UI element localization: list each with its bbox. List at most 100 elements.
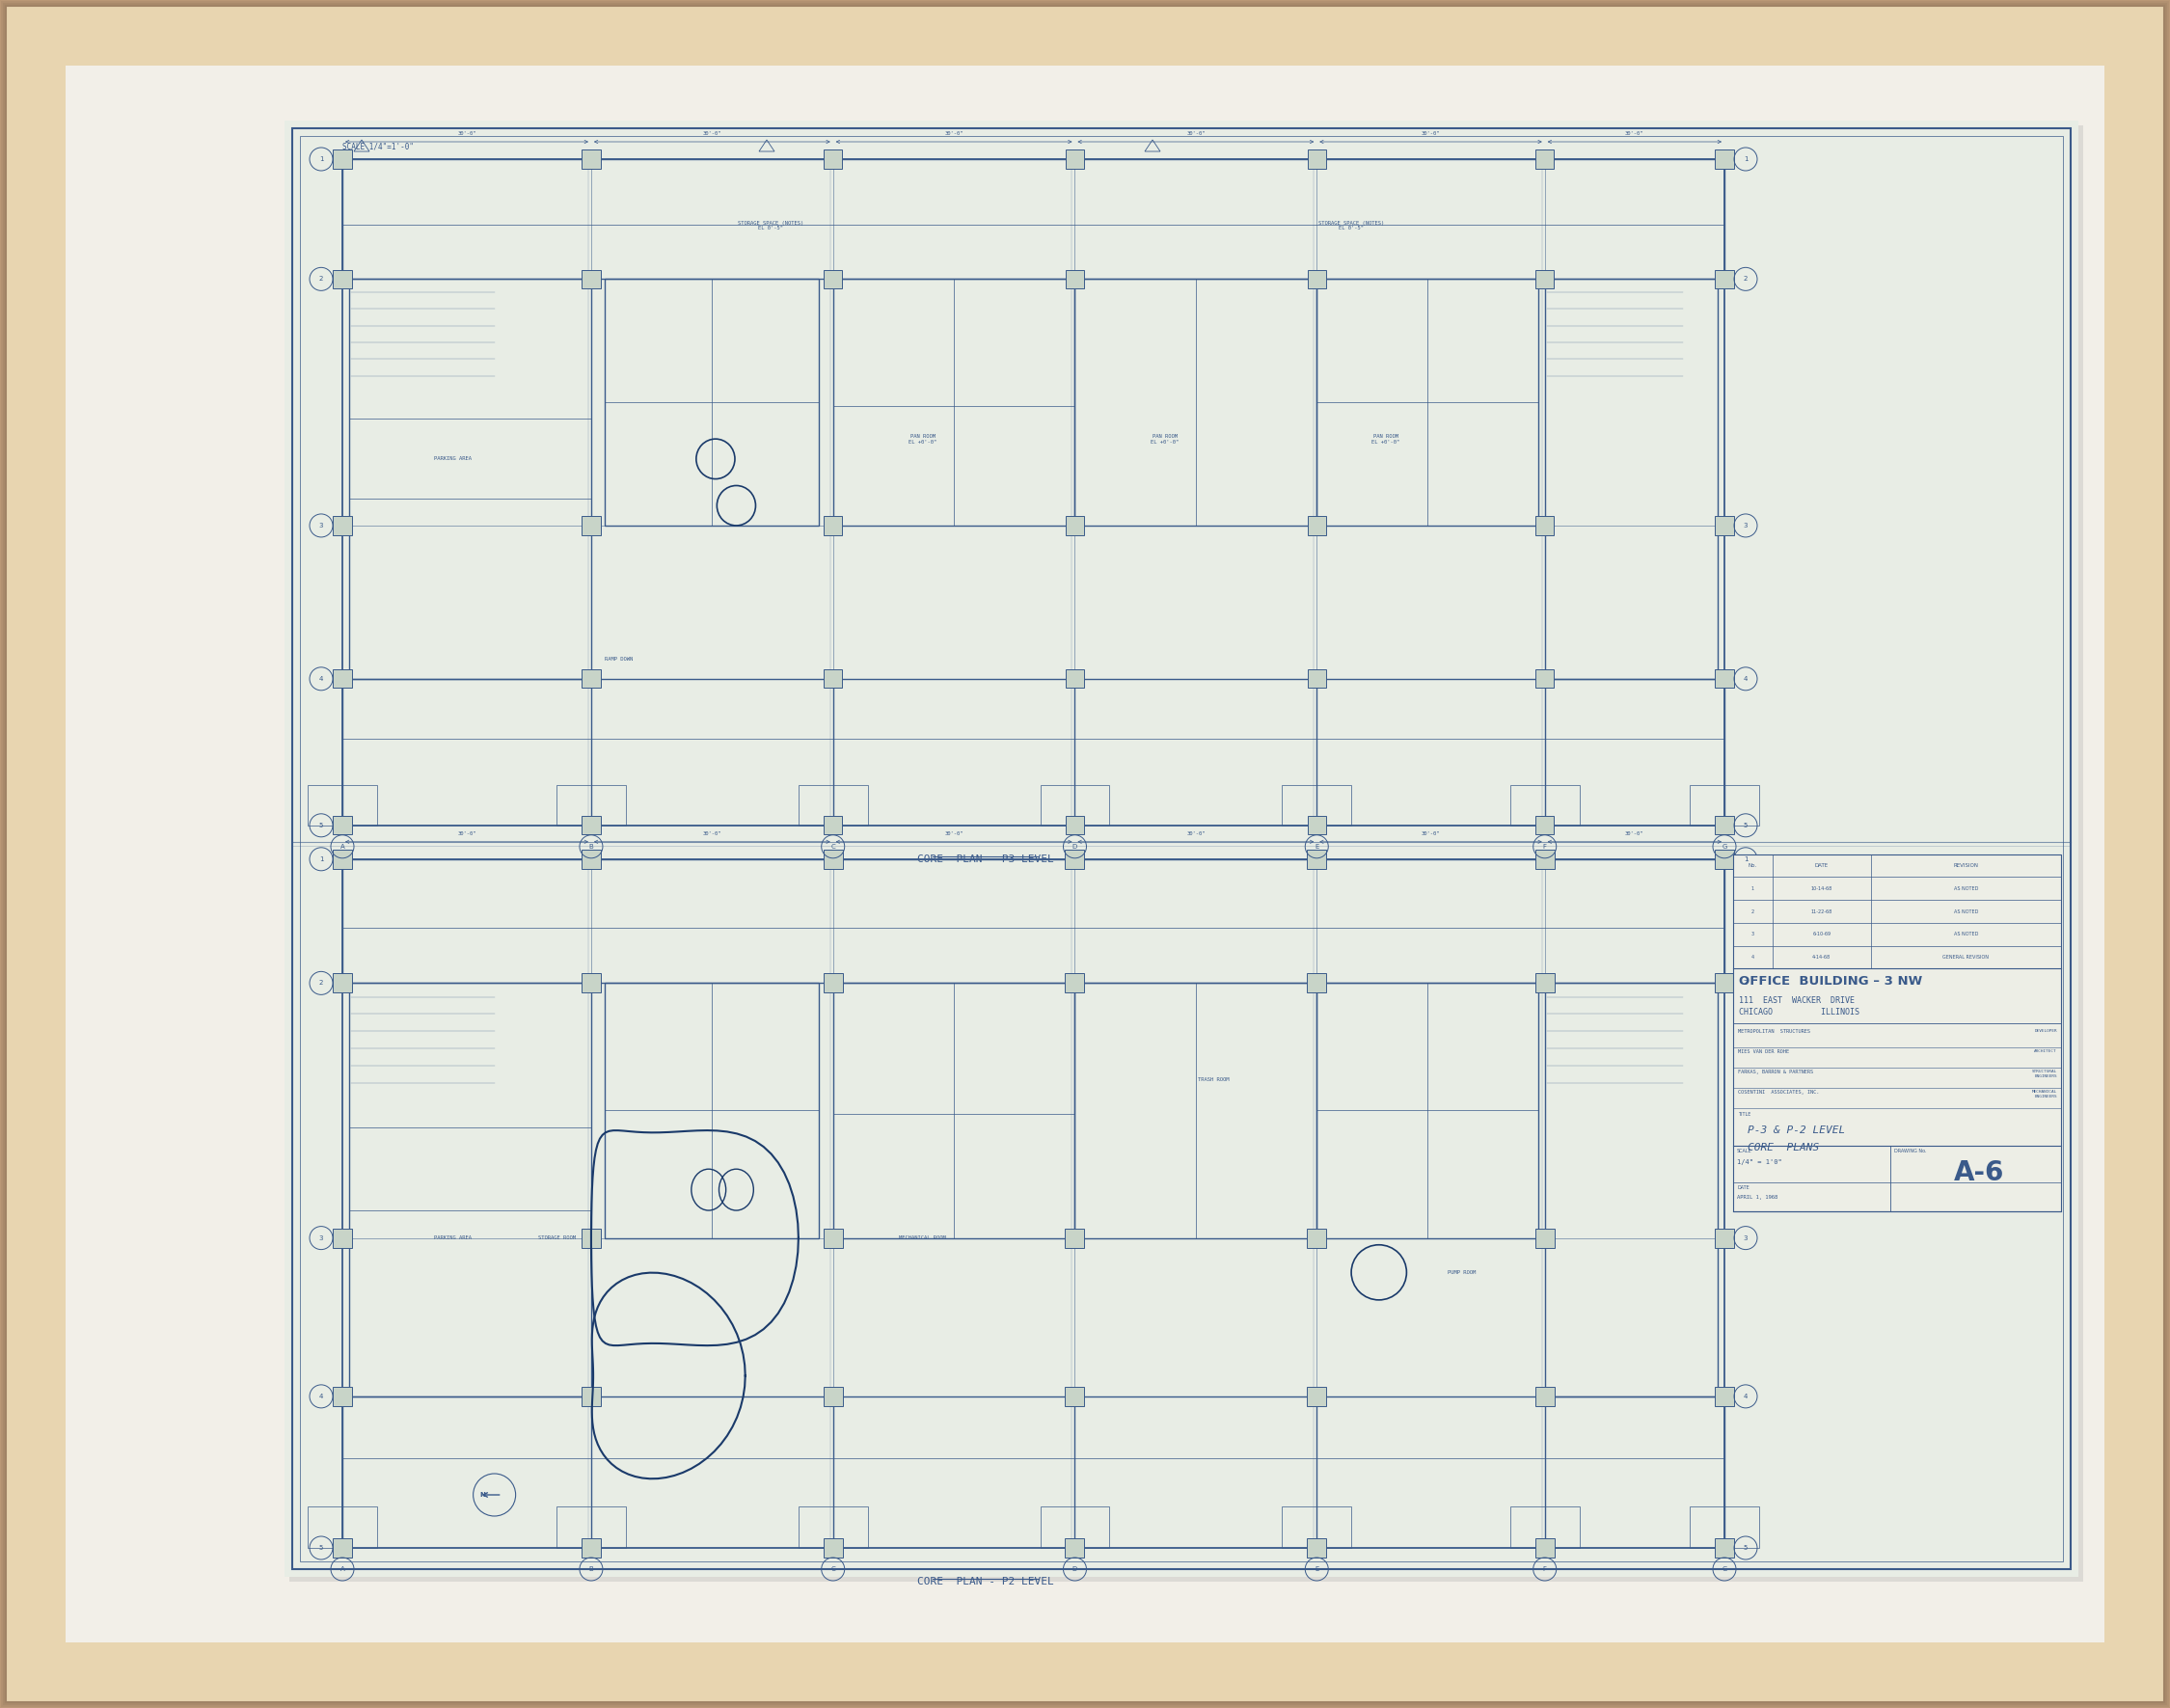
Text: 3: 3 xyxy=(1751,933,1753,936)
Text: 5: 5 xyxy=(319,1546,323,1551)
Text: 2: 2 xyxy=(1743,980,1747,986)
Bar xyxy=(1714,150,1734,169)
Bar xyxy=(1039,786,1109,825)
Text: MECHANICAL ROOM: MECHANICAL ROOM xyxy=(898,1235,946,1240)
Bar xyxy=(605,278,820,526)
Text: MIES VAN DER ROHE: MIES VAN DER ROHE xyxy=(1738,1049,1788,1054)
Bar xyxy=(1714,1228,1734,1247)
Text: 30'-0": 30'-0" xyxy=(1187,832,1204,835)
Text: STORAGE SPACE (NOTES)
EL 0'-5": STORAGE SPACE (NOTES) EL 0'-5" xyxy=(738,220,803,231)
Bar xyxy=(308,1506,378,1547)
Bar xyxy=(1065,670,1085,688)
Text: STORAGE SPACE (NOTES)
EL 0'-5": STORAGE SPACE (NOTES) EL 0'-5" xyxy=(1319,220,1384,231)
Bar xyxy=(822,1228,842,1247)
Text: ARCHITECT: ARCHITECT xyxy=(2035,1049,2057,1054)
Text: RAMP DOWN: RAMP DOWN xyxy=(605,656,634,661)
Text: REVISION: REVISION xyxy=(1953,863,1979,868)
Text: AS NOTED: AS NOTED xyxy=(1953,909,1979,914)
Text: 30'-0": 30'-0" xyxy=(458,832,475,835)
Bar xyxy=(343,859,1725,984)
Bar xyxy=(349,984,590,1397)
Bar xyxy=(289,125,2083,1582)
Bar xyxy=(1536,516,1554,535)
Bar xyxy=(1714,516,1734,535)
Bar xyxy=(1282,1506,1352,1547)
Text: 4: 4 xyxy=(1743,1394,1747,1399)
Text: METROPOLITAN  STRUCTURES: METROPOLITAN STRUCTURES xyxy=(1738,1030,1810,1033)
Text: 4: 4 xyxy=(1743,676,1747,681)
Bar xyxy=(332,1539,352,1558)
Text: 30'-0": 30'-0" xyxy=(703,132,720,137)
Bar xyxy=(349,278,590,678)
Bar xyxy=(825,816,842,835)
Text: D: D xyxy=(1072,844,1076,849)
Bar xyxy=(1065,974,1085,992)
Text: OFFICE  BUILDING – 3 NW: OFFICE BUILDING – 3 NW xyxy=(1738,975,1923,987)
Bar xyxy=(582,270,601,289)
Bar xyxy=(825,670,842,688)
Bar xyxy=(332,1387,352,1406)
Bar xyxy=(582,150,601,169)
Text: 30'-0": 30'-0" xyxy=(944,832,963,835)
Bar xyxy=(1065,150,1085,169)
Text: B: B xyxy=(588,844,592,849)
Bar xyxy=(1065,270,1085,289)
Bar xyxy=(1306,516,1326,535)
Text: E: E xyxy=(1315,844,1319,849)
Text: B: B xyxy=(588,1566,592,1571)
Bar xyxy=(293,128,2070,1570)
Bar xyxy=(582,670,601,688)
Bar xyxy=(582,816,601,835)
Bar xyxy=(332,270,352,289)
Text: 10-14-68: 10-14-68 xyxy=(1812,886,1831,892)
Bar xyxy=(1074,984,1317,1238)
Text: GENERAL REVISION: GENERAL REVISION xyxy=(1942,955,1990,960)
Text: PARKING AREA: PARKING AREA xyxy=(434,456,471,461)
Bar xyxy=(833,278,1074,526)
Bar xyxy=(1074,278,1317,526)
Bar xyxy=(1536,670,1554,688)
Bar xyxy=(556,1506,625,1547)
Bar xyxy=(332,816,352,835)
Text: 1: 1 xyxy=(1743,856,1747,863)
Text: 6-10-69: 6-10-69 xyxy=(1812,933,1831,936)
Text: COSENTINI  ASSOCIATES, INC.: COSENTINI ASSOCIATES, INC. xyxy=(1738,1090,1818,1095)
Text: AS NOTED: AS NOTED xyxy=(1953,933,1979,936)
Bar xyxy=(1065,816,1085,835)
Bar xyxy=(1065,1228,1085,1247)
Bar xyxy=(308,786,378,825)
Bar xyxy=(822,849,842,869)
Bar xyxy=(1714,849,1734,869)
Text: PUMP ROOM: PUMP ROOM xyxy=(1447,1271,1476,1274)
Text: CHICAGO          ILLINOIS: CHICAGO ILLINOIS xyxy=(1738,1008,1860,1016)
Bar xyxy=(582,1539,601,1558)
Bar xyxy=(1536,150,1554,169)
Bar xyxy=(332,516,352,535)
Bar xyxy=(1690,1506,1760,1547)
Text: PAN ROOM
EL +0'-0": PAN ROOM EL +0'-0" xyxy=(1150,434,1178,444)
Text: 30'-0": 30'-0" xyxy=(944,132,963,137)
Bar xyxy=(825,516,842,535)
Text: F: F xyxy=(1543,1566,1547,1571)
Text: TITLE: TITLE xyxy=(1738,1112,1751,1117)
Text: 2: 2 xyxy=(319,277,323,282)
Text: DATE: DATE xyxy=(1814,863,1829,868)
Bar xyxy=(825,270,842,289)
Text: SCALE 1/4"=1'-0": SCALE 1/4"=1'-0" xyxy=(343,142,414,150)
Bar xyxy=(822,974,842,992)
Text: 5: 5 xyxy=(319,823,323,828)
Text: 3: 3 xyxy=(1743,1235,1747,1240)
Text: A: A xyxy=(341,844,345,849)
Text: 30'-0": 30'-0" xyxy=(1421,132,1441,137)
Bar xyxy=(1545,984,1716,1397)
Text: E: E xyxy=(1315,1566,1319,1571)
Bar xyxy=(582,974,601,992)
Text: 3: 3 xyxy=(319,523,323,528)
Text: APRIL 1, 1968: APRIL 1, 1968 xyxy=(1736,1194,1777,1199)
Bar xyxy=(1282,786,1352,825)
Bar xyxy=(1306,1387,1326,1406)
Bar xyxy=(1306,849,1326,869)
Bar xyxy=(1510,786,1580,825)
Bar xyxy=(1065,849,1085,869)
Text: CORE  PLANS: CORE PLANS xyxy=(1747,1143,1818,1153)
